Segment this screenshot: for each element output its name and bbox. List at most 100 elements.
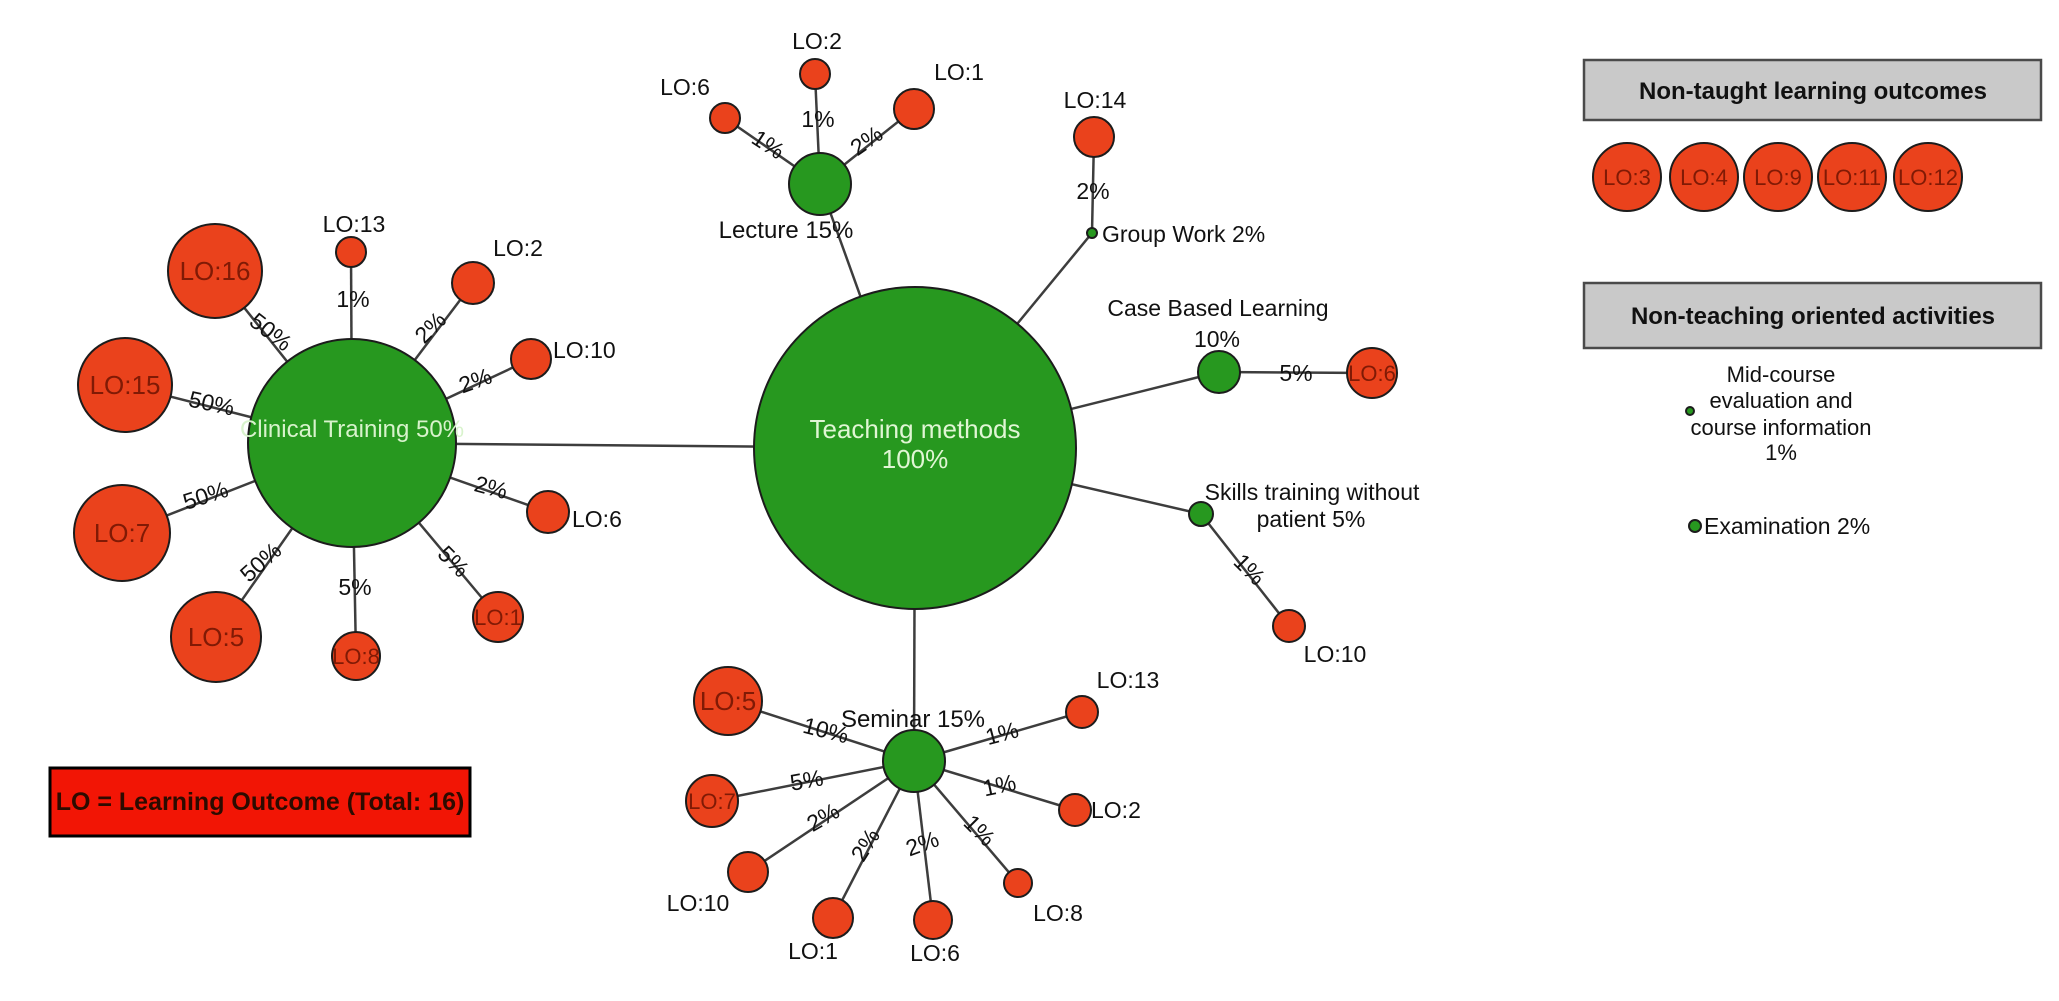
seminar-lo6-label: LO:6 bbox=[910, 940, 960, 966]
examination-label: Examination 2% bbox=[1704, 513, 1870, 539]
non-taught-lo9-node bbox=[1743, 142, 1813, 212]
case-based-lo6-pct: 5% bbox=[1279, 360, 1312, 386]
group-work-label: Group Work 2% bbox=[1102, 221, 1265, 247]
teaching-methods-label-line1: Teaching methods bbox=[809, 414, 1020, 444]
non-taught-lo4-label: LO:4 bbox=[1680, 165, 1728, 190]
seminar-lo6-node bbox=[913, 900, 953, 940]
skills-lo10-node bbox=[1272, 609, 1306, 643]
case-based-learning-node bbox=[1197, 350, 1241, 394]
lecture-lo1-pct: 2% bbox=[845, 120, 887, 160]
lecture-lo6-label: LO:6 bbox=[660, 74, 710, 100]
seminar-lo2-label: LO:2 bbox=[1091, 797, 1141, 823]
seminar-lo2-node bbox=[1058, 793, 1092, 827]
non-taught-lo4-node bbox=[1669, 142, 1739, 212]
teaching-methods-node bbox=[753, 286, 1077, 610]
lecture-lo2-pct: 1% bbox=[801, 106, 834, 132]
teaching-methods-label-line2: 100% bbox=[882, 444, 949, 474]
clinical-training-label: Clinical Training 50% bbox=[240, 416, 464, 443]
case-based-lo6-node bbox=[1346, 347, 1398, 399]
lo-definition-text: LO = Learning Outcome (Total: 16) bbox=[56, 788, 465, 816]
seminar-lo5-node bbox=[693, 666, 763, 736]
non-taught-lo12-node bbox=[1893, 142, 1963, 212]
lo-definition-box-background bbox=[48, 766, 472, 838]
clinical-lo1-node bbox=[472, 591, 524, 643]
clinical-lo6-label: LO:6 bbox=[572, 506, 622, 532]
non-teaching-title: Non-teaching oriented activities bbox=[1631, 303, 1995, 330]
group-work-lo14-node bbox=[1073, 116, 1115, 158]
seminar-lo13-label: LO:13 bbox=[1097, 667, 1160, 693]
clinical-lo2-label: LO:2 bbox=[493, 235, 543, 261]
mid-course-evaluation-node bbox=[1685, 406, 1695, 416]
lecture-lo1-label: LO:1 bbox=[934, 59, 984, 85]
skills-label-line2: patient 5% bbox=[1257, 506, 1366, 532]
seminar-lo7-pct: 5% bbox=[788, 764, 825, 795]
lecture-lo6-node bbox=[709, 102, 741, 134]
clinical-lo16-pct: 50% bbox=[245, 307, 297, 356]
clinical-lo10-node bbox=[510, 338, 552, 380]
clinical-lo13-node bbox=[335, 236, 367, 268]
clinical-lo2-node bbox=[451, 261, 495, 305]
group-work-node bbox=[1086, 227, 1098, 239]
clinical-lo5-node bbox=[170, 591, 262, 683]
clinical-lo10-pct: 2% bbox=[455, 363, 495, 399]
lo-definition-box: LO = Learning Outcome (Total: 16) bbox=[48, 766, 472, 838]
non-taught-lo11-label: LO:11 bbox=[1823, 165, 1881, 190]
non-taught-lo3-node bbox=[1592, 142, 1662, 212]
skills-lo10-pct: 1% bbox=[1229, 548, 1271, 590]
seminar-lo5-label: LO:5 bbox=[700, 686, 756, 716]
group-work-lo14-pct: 2% bbox=[1076, 178, 1109, 204]
lecture-node bbox=[788, 152, 852, 216]
clinical-lo8-pct: 5% bbox=[338, 574, 371, 600]
clinical-lo10-label: LO:10 bbox=[553, 337, 616, 363]
case-based-lo6-label: LO:6 bbox=[1348, 361, 1396, 386]
seminar-lo13-pct: 1% bbox=[983, 716, 1022, 750]
seminar-lo10-label: LO:10 bbox=[667, 890, 730, 916]
seminar-lo1-label: LO:1 bbox=[788, 938, 838, 964]
lecture-label: Lecture 15% bbox=[719, 217, 854, 244]
edge-seminar-lo10 bbox=[747, 759, 915, 874]
clinical-lo16-label: LO:16 bbox=[180, 256, 251, 286]
edge-seminar-lo7 bbox=[711, 759, 915, 803]
nodes-layer bbox=[73, 58, 1398, 940]
seminar-lo8-label: LO:8 bbox=[1033, 900, 1083, 926]
clinical-lo6-node bbox=[526, 490, 570, 534]
seminar-lo6-pct: 2% bbox=[902, 826, 942, 862]
clinical-lo8-label: LO:8 bbox=[332, 644, 380, 669]
clinical-lo15-label: LO:15 bbox=[90, 370, 161, 400]
clinical-lo16-node bbox=[167, 223, 263, 319]
skills-lo10-label: LO:10 bbox=[1304, 641, 1367, 667]
clinical-lo5-pct: 50% bbox=[235, 537, 287, 587]
clinical-lo7-pct: 50% bbox=[180, 476, 232, 515]
clinical-training-node bbox=[247, 338, 457, 548]
non-taught-title: Non-taught learning outcomes bbox=[1639, 78, 1987, 105]
seminar-lo10-node bbox=[727, 851, 769, 893]
examination-node bbox=[1688, 519, 1702, 533]
seminar-lo8-node bbox=[1003, 868, 1033, 898]
case-based-label-line2: 10% bbox=[1194, 326, 1240, 352]
non-taught-header-box bbox=[1582, 58, 2043, 122]
case-based-label-line1: Case Based Learning bbox=[1107, 295, 1328, 321]
seminar-lo1-node bbox=[812, 897, 854, 939]
clinical-lo15-node bbox=[77, 337, 173, 433]
seminar-lo8-pct: 1% bbox=[959, 809, 1001, 851]
clinical-lo6-pct: 2% bbox=[472, 470, 511, 504]
clinical-lo5-label: LO:5 bbox=[188, 622, 244, 652]
seminar-lo7-node bbox=[685, 774, 739, 828]
group-work-lo14-label: LO:14 bbox=[1064, 87, 1127, 113]
clinical-lo8-node bbox=[331, 631, 381, 681]
mid-course-line3: course information bbox=[1691, 415, 1872, 440]
clinical-lo13-pct: 1% bbox=[336, 286, 369, 312]
seminar-lo13-node bbox=[1065, 695, 1099, 729]
non-teaching-panel: Non-teaching oriented activities Mid-cou… bbox=[1582, 281, 2043, 539]
clinical-lo7-node bbox=[73, 484, 171, 582]
non-taught-lo3-label: LO:3 bbox=[1603, 165, 1651, 190]
non-taught-lo12-label: LO:12 bbox=[1898, 165, 1958, 190]
seminar-lo2-pct: 1% bbox=[980, 769, 1018, 801]
clinical-lo13-label: LO:13 bbox=[323, 211, 386, 237]
seminar-label: Seminar 15% bbox=[841, 706, 985, 733]
seminar-node bbox=[882, 729, 946, 793]
non-taught-lo11-node bbox=[1817, 142, 1887, 212]
skills-label-line1: Skills training without bbox=[1205, 479, 1420, 505]
